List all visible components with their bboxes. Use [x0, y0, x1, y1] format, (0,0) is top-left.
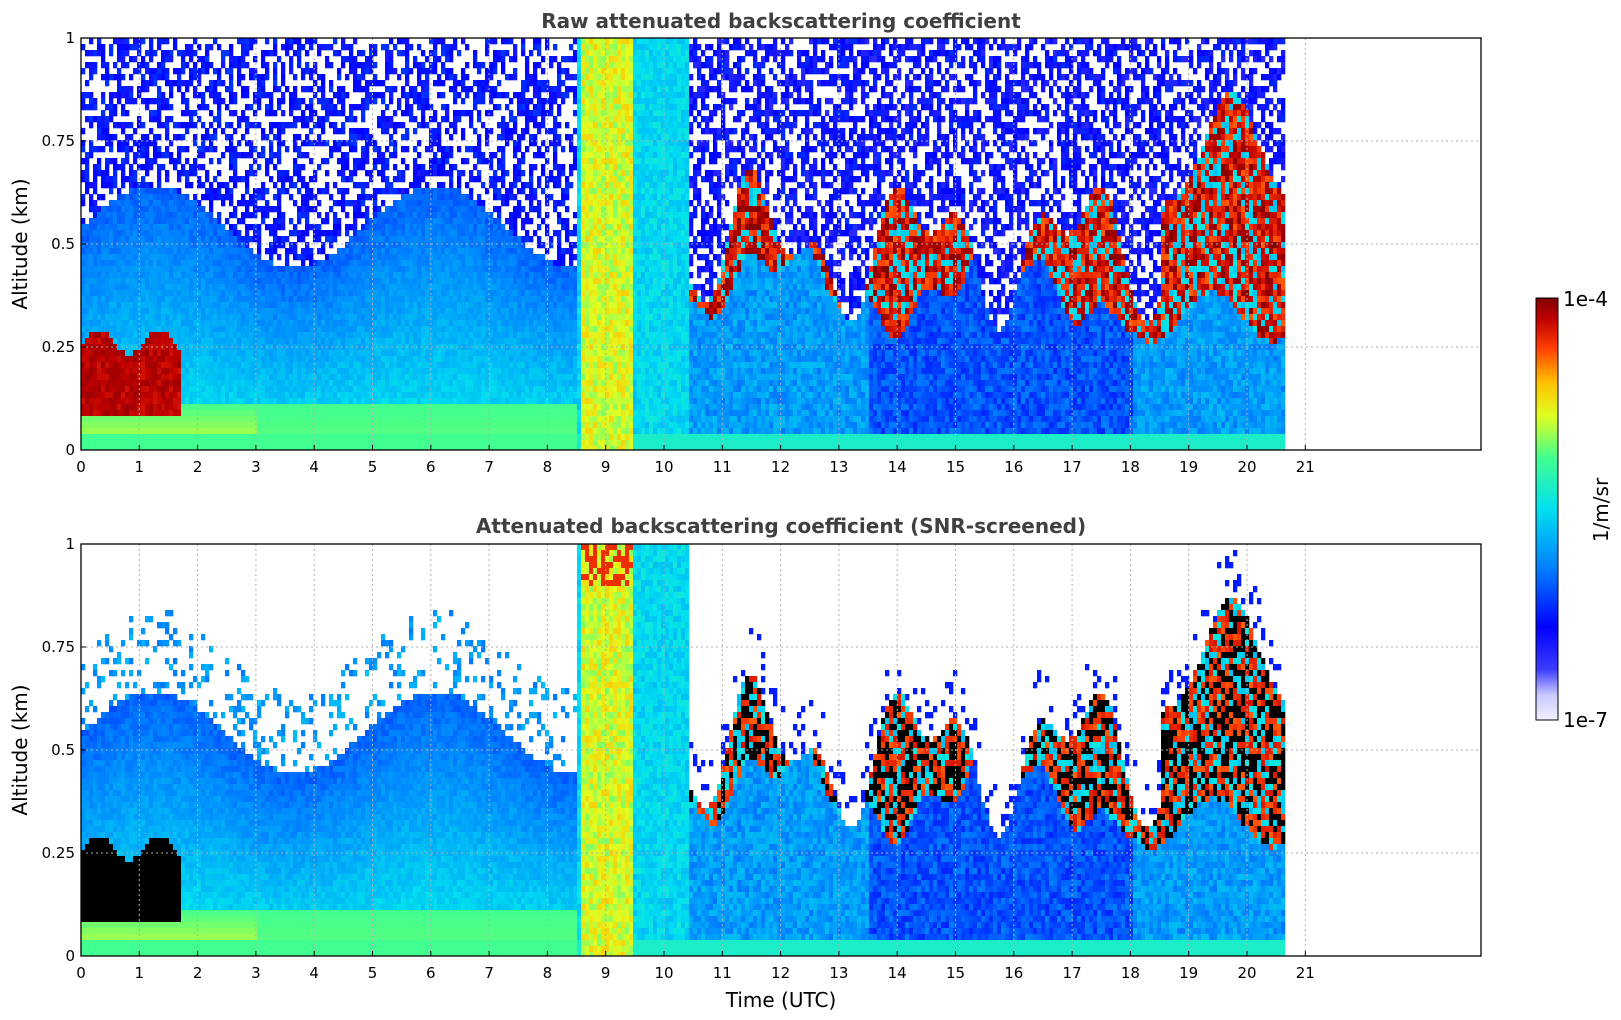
x-tick-label: 3 — [251, 458, 261, 476]
x-tick-label: 12 — [771, 458, 790, 476]
y-tick-labels: 0 0.25 0.5 0.75 1 — [42, 535, 75, 965]
x-tick-label: 0 — [76, 964, 86, 982]
x-tick-label: 17 — [1063, 458, 1082, 476]
y-tick-label: 0.25 — [42, 844, 75, 862]
x-tick-label: 1 — [135, 458, 145, 476]
x-tick-label: 10 — [654, 458, 673, 476]
x-tick-label: 18 — [1121, 964, 1140, 982]
x-tick-label: 21 — [1296, 964, 1315, 982]
panel-title: Raw attenuated backscattering coefficien… — [541, 9, 1021, 33]
y-tick-label: 0.5 — [51, 235, 75, 253]
x-tick-label: 11 — [713, 964, 732, 982]
x-tick-label: 7 — [484, 458, 494, 476]
x-tick-label: 4 — [309, 458, 319, 476]
panel-title: Attenuated backscattering coefficient (S… — [476, 514, 1086, 538]
x-tick-label: 3 — [251, 964, 261, 982]
x-tick-label: 21 — [1296, 458, 1315, 476]
colorbar-min-label: 1e-7 — [1563, 708, 1608, 732]
x-tick-label: 6 — [426, 964, 436, 982]
colorbar-max-label: 1e-4 — [1563, 287, 1608, 311]
y-tick-label: 1 — [65, 535, 75, 553]
x-tick-label: 14 — [888, 964, 907, 982]
x-tick-label: 13 — [829, 964, 848, 982]
snr-screened-panel: Attenuated backscattering coefficient (S… — [8, 514, 1482, 1012]
y-tick-label: 0.5 — [51, 741, 75, 759]
x-tick-label: 13 — [829, 458, 848, 476]
x-tick-labels: 0 1 2 3 4 5 6 7 8 9 10 11 12 13 14 15 16 17 18 19 20 21 — [76, 458, 1315, 476]
y-tick-label: 0 — [65, 947, 75, 965]
heatmap-area — [81, 544, 1286, 956]
x-tick-label: 7 — [484, 964, 494, 982]
x-tick-label: 14 — [888, 458, 907, 476]
y-tick-label: 0 — [65, 441, 75, 459]
x-tick-label: 9 — [601, 458, 611, 476]
x-axis-label: Time (UTC) — [725, 988, 837, 1012]
colorbar: 1e-4 1e-7 1/m/sr — [1535, 287, 1613, 732]
y-tick-label: 1 — [65, 29, 75, 47]
x-tick-label: 5 — [368, 458, 378, 476]
x-tick-label: 6 — [426, 458, 436, 476]
x-tick-label: 0 — [76, 458, 86, 476]
colorbar-unit-label: 1/m/sr — [1589, 477, 1613, 542]
x-tick-label: 2 — [193, 964, 203, 982]
gridlines — [80, 543, 1481, 957]
y-tick-label: 0.75 — [42, 132, 75, 150]
heatmap-area — [81, 38, 1286, 450]
y-axis-label: Altitude (km) — [8, 684, 32, 815]
x-tick-label: 19 — [1179, 458, 1198, 476]
x-tick-label: 1 — [135, 964, 145, 982]
plot-frame — [80, 543, 1482, 957]
x-tick-label: 17 — [1063, 964, 1082, 982]
y-axis-label: Altitude (km) — [8, 178, 32, 309]
x-tick-label: 15 — [946, 458, 965, 476]
plot-frame — [80, 37, 1482, 451]
x-tick-label: 19 — [1179, 964, 1198, 982]
x-tick-label: 8 — [543, 964, 553, 982]
x-tick-label: 20 — [1237, 458, 1256, 476]
x-tick-label: 10 — [654, 964, 673, 982]
x-tick-label: 5 — [368, 964, 378, 982]
x-tick-label: 9 — [601, 964, 611, 982]
x-tick-label: 20 — [1237, 964, 1256, 982]
x-tick-label: 11 — [713, 458, 732, 476]
x-tick-label: 12 — [771, 964, 790, 982]
x-tick-label: 16 — [1004, 458, 1023, 476]
y-tick-label: 0.25 — [42, 338, 75, 356]
x-tick-label: 4 — [309, 964, 319, 982]
x-tick-label: 15 — [946, 964, 965, 982]
gridlines — [80, 37, 1481, 451]
y-tick-labels: 0 0.25 0.5 0.75 1 — [42, 29, 75, 459]
raw-backscatter-panel: Raw attenuated backscattering coefficien… — [8, 9, 1482, 476]
x-tick-label: 16 — [1004, 964, 1023, 982]
x-tick-labels: 0 1 2 3 4 5 6 7 8 9 10 11 12 13 14 15 16 17 18 19 20 21 — [76, 964, 1315, 982]
x-tick-label: 2 — [193, 458, 203, 476]
y-tick-label: 0.75 — [42, 638, 75, 656]
x-tick-label: 18 — [1121, 458, 1140, 476]
x-tick-label: 8 — [543, 458, 553, 476]
colorbar-gradient — [1535, 297, 1559, 721]
